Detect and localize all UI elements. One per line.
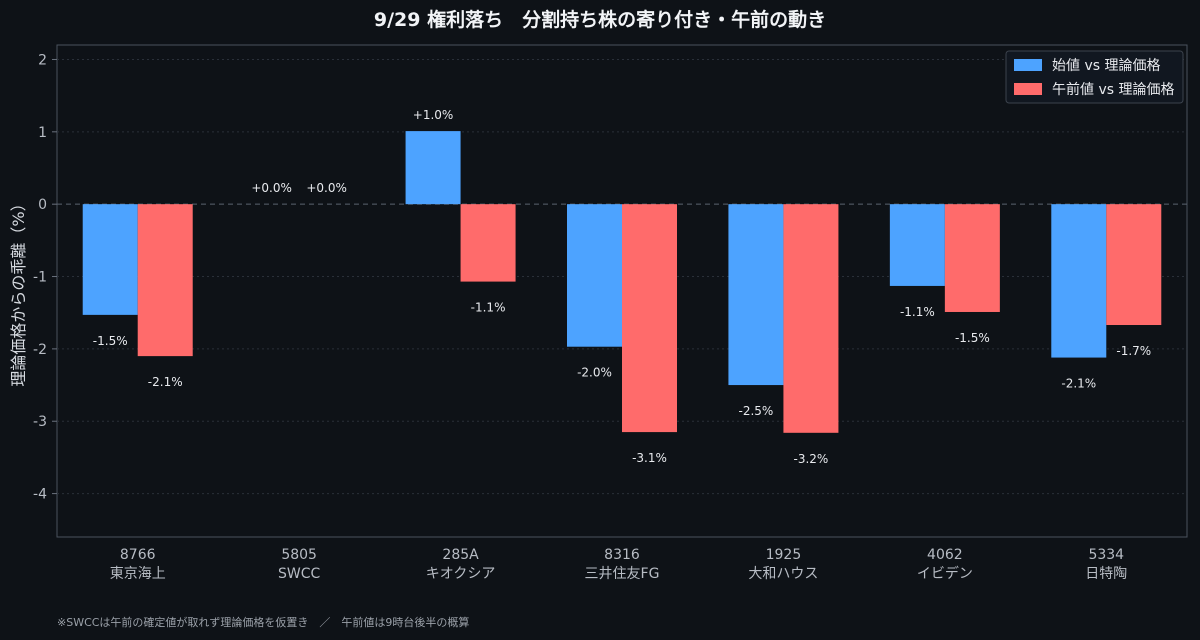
bar-am [460, 204, 516, 282]
bar-am [622, 204, 677, 433]
bar-open [728, 204, 784, 386]
bars [82, 131, 1162, 433]
data-label: -3.2% [794, 452, 829, 466]
x-category-code: 5334 [1088, 547, 1124, 563]
y-tick-label: 0 [38, 197, 47, 213]
data-label: +0.0% [251, 181, 292, 195]
x-category-name: イビデン [917, 565, 973, 582]
bar-open [889, 204, 945, 286]
bar-am [783, 204, 839, 433]
bar-am [1106, 204, 1162, 326]
x-category-code: 8766 [120, 547, 156, 563]
bar-am [944, 204, 1000, 312]
footnote: ※SWCCは午前の確定値が取れず理論価格を仮置き ／ 午前値は9時台後半の概算 [57, 615, 469, 629]
data-labels: -1.5% -2.1% +0.0% +0.0% +1.0% -1.1% -2.0% -3.1%… [93, 108, 1151, 466]
legend-label-am: 午前値 vs 理論価格 [1052, 81, 1174, 98]
plot-area [56, 44, 1188, 538]
bar-open [1051, 204, 1107, 358]
x-category-name: 日特陶 [1085, 566, 1127, 582]
x-category-name: キオクシア [426, 566, 496, 582]
legend-swatch-open [1014, 59, 1042, 71]
y-tick-label: -3 [33, 414, 47, 430]
x-category-code: 285A [442, 547, 479, 563]
data-label: -3.1% [632, 451, 667, 465]
data-label: -2.1% [1061, 377, 1096, 391]
legend: 始値 vs 理論価格 午前値 vs 理論価格 [1005, 50, 1184, 104]
y-axis-label: 理論価格からの乖離（%） [9, 195, 28, 386]
data-label: +0.0% [306, 181, 347, 195]
bar-open [405, 131, 461, 205]
x-category-name: 三井住友FG [585, 566, 660, 582]
x-category-name: 東京海上 [110, 566, 166, 582]
x-category-code: 5805 [281, 547, 317, 563]
x-category-name: 大和ハウス [748, 566, 818, 582]
bar-open [567, 204, 622, 347]
x-category-code: 4062 [927, 547, 963, 563]
data-label: -1.1% [900, 305, 935, 319]
data-label: -2.0% [577, 366, 612, 380]
chart-title: 9/29 権利落ち 分割持ち株の寄り付き・午前の動き [374, 8, 826, 31]
data-label: -1.5% [955, 331, 990, 345]
x-category-code: 8316 [604, 547, 640, 563]
y-axis-ticks: 2 1 0 -1 -2 -3 -4 [33, 52, 57, 503]
data-label: -2.1% [148, 375, 183, 389]
x-axis-categories: 8766 東京海上 5805 SWCC 285A キオクシア 8316 三井住友FG 1925 大… [110, 547, 1128, 582]
data-label: +1.0% [413, 108, 454, 122]
data-label: -1.7% [1116, 344, 1151, 358]
y-tick-label: -1 [33, 270, 47, 286]
y-tick-label: 1 [38, 125, 47, 141]
y-tick-label: -4 [33, 487, 47, 503]
y-tick-label: 2 [38, 52, 47, 68]
legend-box [1005, 50, 1184, 104]
bar-am [137, 204, 193, 357]
legend-label-open: 始値 vs 理論価格 [1052, 58, 1160, 74]
y-tick-label: -2 [33, 342, 47, 358]
x-category-name: SWCC [278, 566, 321, 582]
legend-swatch-am [1014, 83, 1042, 95]
data-label: -1.1% [471, 301, 506, 315]
data-label: -2.5% [739, 404, 774, 418]
data-label: -1.5% [93, 334, 128, 348]
x-category-code: 1925 [766, 547, 802, 563]
bar-open [82, 204, 138, 315]
